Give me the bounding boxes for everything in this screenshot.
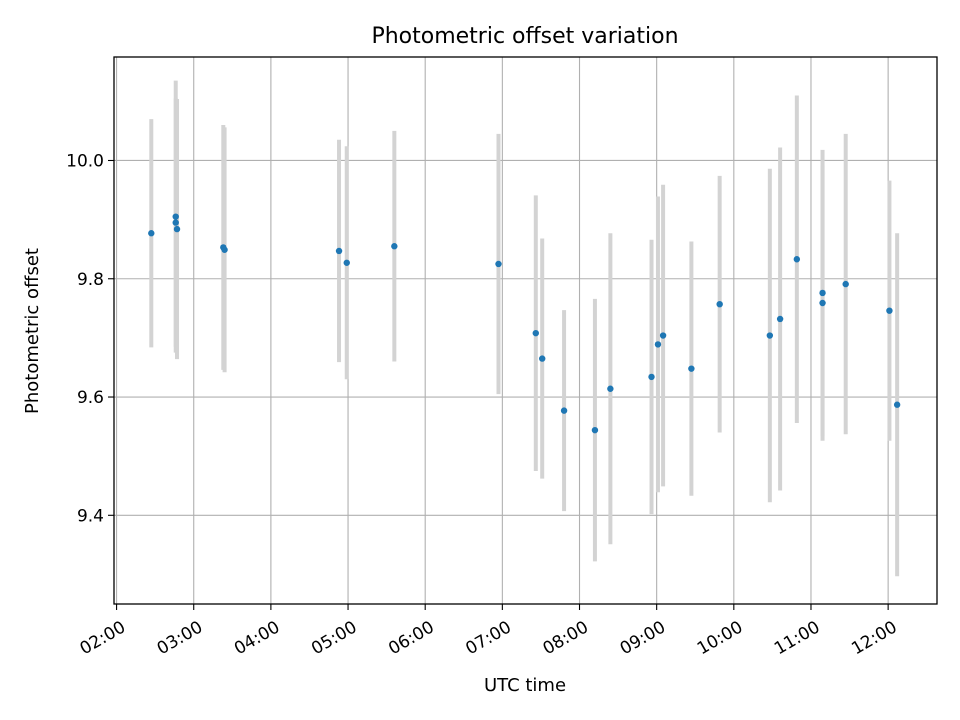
- data-point: [819, 289, 826, 297]
- data-point: [591, 426, 599, 434]
- y-tick-label: 9.8: [77, 270, 104, 290]
- data-point: [221, 246, 228, 253]
- y-tick-label: 9.6: [77, 388, 104, 408]
- data-point: [716, 300, 723, 308]
- data-point: [659, 332, 667, 339]
- grid-layer: [114, 57, 937, 604]
- point-layer: [148, 213, 901, 434]
- x-axis-label: UTC time: [484, 675, 566, 696]
- data-point: [172, 213, 179, 220]
- data-point: [539, 355, 546, 362]
- data-point: [648, 373, 655, 381]
- y-axis: 9.4 9.6 9.8 10.0: [66, 151, 114, 526]
- data-point: [607, 385, 614, 392]
- data-point: [148, 230, 155, 237]
- data-point: [532, 329, 539, 337]
- data-point: [776, 315, 784, 323]
- data-point: [335, 247, 343, 255]
- data-point: [495, 260, 502, 268]
- data-point: [819, 299, 826, 307]
- data-point: [842, 280, 849, 288]
- data-point: [793, 256, 801, 263]
- y-tick-label: 9.4: [77, 506, 104, 526]
- data-point: [654, 341, 662, 348]
- y-axis-label: Photometric offset: [22, 248, 43, 414]
- data-point: [172, 219, 179, 226]
- data-point: [391, 243, 398, 250]
- data-point: [560, 407, 568, 414]
- data-point: [886, 307, 893, 314]
- data-point: [893, 401, 901, 408]
- data-point: [173, 225, 181, 233]
- data-point: [688, 365, 695, 372]
- data-point: [766, 332, 774, 339]
- y-tick-label: 10.0: [66, 151, 104, 171]
- plot-frame: [113, 56, 938, 605]
- chart-title: Photometric offset variation: [371, 24, 678, 49]
- data-point: [343, 259, 350, 266]
